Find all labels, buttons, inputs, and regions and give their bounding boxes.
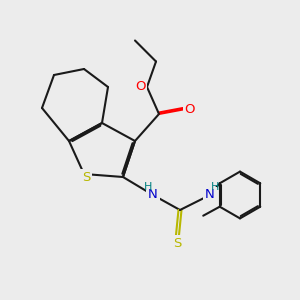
Text: N: N (148, 188, 158, 202)
Text: S: S (173, 237, 181, 250)
Text: N: N (205, 188, 215, 202)
Text: H: H (143, 182, 152, 192)
Text: S: S (82, 171, 91, 184)
Text: O: O (135, 80, 146, 94)
Text: H: H (211, 182, 220, 192)
Text: O: O (184, 103, 195, 116)
